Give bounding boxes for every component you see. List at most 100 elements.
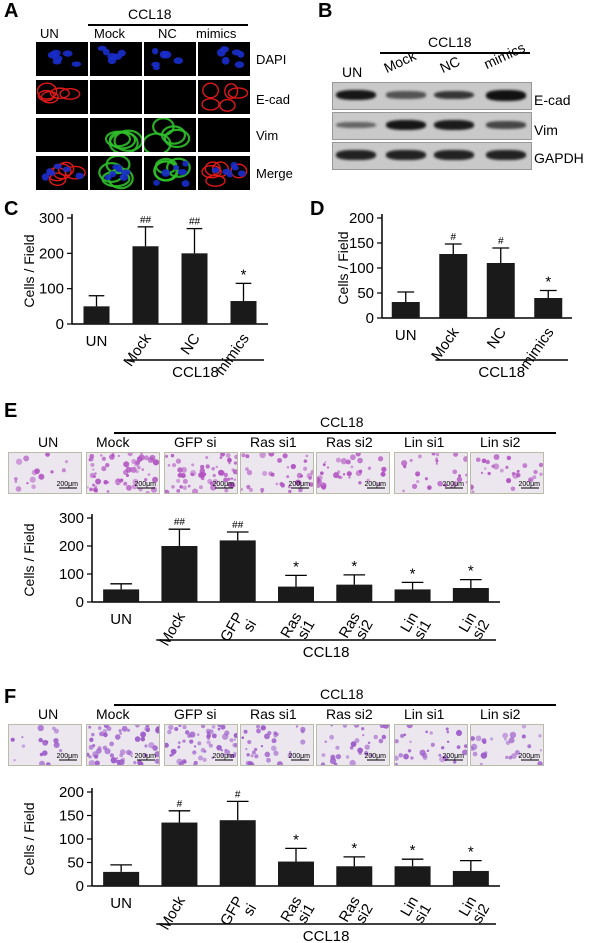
bar-gfp-si xyxy=(219,820,256,886)
x-tick-label: Mock xyxy=(428,324,463,364)
y-tick-label: 150 xyxy=(59,808,84,825)
scale-bar-label: 200μm xyxy=(56,753,78,760)
significance-mark: * xyxy=(293,558,299,575)
y-axis-label: Cells / Field xyxy=(21,523,37,596)
if-image-vim-nc xyxy=(144,118,196,152)
y-tick-label: 0 xyxy=(76,878,84,895)
x-tick-label: GFPsi xyxy=(217,610,260,653)
x-tick-label: Mock xyxy=(120,330,155,370)
panel-e-ccl18-line xyxy=(114,432,556,434)
blot-band xyxy=(336,121,376,129)
transwell-image: 200μm xyxy=(164,452,238,494)
y-tick-label: 200 xyxy=(59,784,84,801)
bar-un xyxy=(83,306,110,324)
transwell-image: 200μm xyxy=(316,724,390,766)
if-image-merge-mimics xyxy=(198,156,250,190)
significance-mark: * xyxy=(468,563,474,580)
transwell-label: Ras si1 xyxy=(250,706,297,722)
blot-band xyxy=(434,150,474,160)
significance-mark: # xyxy=(235,789,241,800)
transwell-image: 200μm xyxy=(470,724,544,766)
blot-band xyxy=(386,91,426,99)
panel-b-col-un: UN xyxy=(342,64,363,80)
y-tick-label: 0 xyxy=(56,316,64,333)
scale-bar-label: 200μm xyxy=(364,753,386,760)
y-axis-label: Cells / Field xyxy=(21,802,37,875)
transwell-image: 200μm xyxy=(86,724,160,766)
transwell-label: UN xyxy=(38,434,59,450)
bar-ras-si2 xyxy=(336,584,373,602)
transwell-label: Mock xyxy=(96,706,130,722)
panel-a-row-merge: Merge xyxy=(256,166,293,181)
x-tick-label: Linsi2 xyxy=(456,610,494,643)
panel-b-row-gapdh: GAPDH xyxy=(534,150,584,166)
significance-mark: ## xyxy=(174,517,186,528)
transwell-image: 200μm xyxy=(164,724,238,766)
scale-bar-label: 200μm xyxy=(518,753,540,760)
panel-a-col-mimics: mimics xyxy=(196,26,237,41)
significance-mark: * xyxy=(351,840,357,857)
significance-mark: * xyxy=(545,274,551,291)
x-tick-label: Linsi1 xyxy=(397,894,435,927)
scale-bar-label: 200μm xyxy=(134,481,156,488)
x-tick-label: NC xyxy=(177,330,203,358)
panel-b-col-mimics: mimics xyxy=(481,39,528,72)
significance-mark: * xyxy=(410,565,416,582)
panel-a-col-mock: Mock xyxy=(94,26,126,41)
transwell-label: Lin si2 xyxy=(480,434,521,450)
if-image-e-cad-mimics xyxy=(198,80,250,114)
y-tick-label: 100 xyxy=(59,566,84,583)
bar-mock xyxy=(161,822,198,886)
x-tick-label: Rassi2 xyxy=(336,894,377,933)
transwell-image: 200μm xyxy=(470,452,544,494)
panel-f-ccl18-label: CCL18 xyxy=(320,686,364,702)
y-tick-label: 0 xyxy=(366,310,374,327)
bar-mock xyxy=(132,246,159,324)
y-tick-label: 100 xyxy=(39,281,64,298)
transwell-label: Lin si1 xyxy=(404,706,445,722)
group-label: CCL18 xyxy=(303,644,350,661)
x-tick-label: Rassi1 xyxy=(277,610,318,649)
if-image-merge-nc xyxy=(144,156,196,190)
transwell-label: Lin si2 xyxy=(480,706,521,722)
x-tick-label: NC xyxy=(484,324,510,352)
y-tick-label: 50 xyxy=(67,855,84,872)
panel-letter-b: B xyxy=(318,0,333,22)
x-tick-label: Linsi1 xyxy=(397,610,435,643)
scale-bar-label: 200μm xyxy=(288,753,310,760)
significance-mark: * xyxy=(351,558,357,575)
if-image-dapi-mimics xyxy=(198,42,250,76)
if-image-e-cad-nc xyxy=(144,80,196,114)
y-tick-label: 150 xyxy=(349,235,374,252)
chart-f: 0 50 100 150 200 Cells / Field UN # Mock # GFPsi * R… xyxy=(21,784,500,943)
bar-un xyxy=(103,871,140,886)
if-image-dapi-mock xyxy=(90,42,142,76)
transwell-label: GFP si xyxy=(174,434,217,450)
blot-band xyxy=(386,119,426,131)
bar-ras-si2 xyxy=(336,866,373,886)
bar-un xyxy=(391,302,420,318)
transwell-label: UN xyxy=(38,706,59,722)
if-image-vim-mimics xyxy=(198,118,250,152)
bar-lin-si2 xyxy=(452,870,489,886)
y-tick-label: 100 xyxy=(349,260,374,277)
bar-lin-si2 xyxy=(452,588,489,602)
y-axis-label: Cells / Field xyxy=(21,234,37,307)
if-image-vim-mock xyxy=(90,118,142,152)
panel-letter-d: D xyxy=(310,198,325,220)
group-label: CCL18 xyxy=(478,364,525,381)
significance-mark: ## xyxy=(140,215,152,226)
transwell-label: GFP si xyxy=(174,706,217,722)
transwell-label: Mock xyxy=(96,434,130,450)
bar-mock xyxy=(439,254,468,318)
transwell-label: Lin si1 xyxy=(404,434,445,450)
panel-letter-a: A xyxy=(4,0,19,22)
blot-band xyxy=(434,119,474,131)
if-image-e-cad-mock xyxy=(90,80,142,114)
transwell-image: 200μm xyxy=(86,452,160,494)
x-tick-label: Rassi1 xyxy=(277,894,318,933)
scale-bar-label: 200μm xyxy=(212,481,234,488)
panel-b-row-vim: Vim xyxy=(534,122,558,138)
